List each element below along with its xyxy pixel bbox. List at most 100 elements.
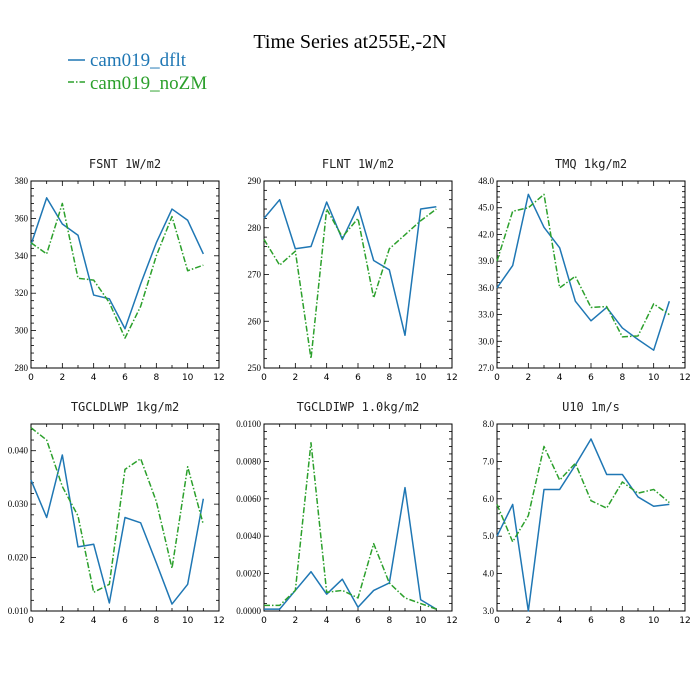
y-tick-label: 360 — [15, 213, 29, 223]
panel-grid: FSNT 1W/m20 2 4 6 8 10 12280300320340360380FLN… — [8, 157, 691, 626]
y-tick-label: 30.0 — [478, 336, 494, 346]
x-tick-label: 4 — [91, 616, 97, 626]
y-tick-label: 0.0000 — [236, 606, 261, 616]
series-line-dflt — [496, 193, 671, 351]
x-tick-label: 6 — [122, 616, 128, 626]
x-tick-label: 0 — [28, 616, 34, 626]
y-tick-label: 0.030 — [8, 499, 29, 509]
y-tick-label: 260 — [248, 316, 262, 326]
legend-label-nozm: cam019_noZM — [90, 73, 207, 94]
x-tick-label: 8 — [386, 373, 392, 383]
x-tick-label: 12 — [679, 373, 690, 383]
series-line-nozm — [264, 441, 437, 610]
y-tick-label: 290 — [248, 176, 262, 186]
x-tick-label: 4 — [557, 373, 563, 383]
x-tick-label: 10 — [415, 616, 427, 626]
plot-frame — [30, 180, 220, 369]
x-tick-label: 2 — [292, 373, 298, 383]
x-tick-label: 4 — [324, 616, 330, 626]
y-tick-label: 4.0 — [483, 569, 495, 579]
x-tick-label: 8 — [153, 373, 159, 383]
y-tick-label: 39.0 — [478, 256, 494, 266]
panel-flnt: FLNT 1W/m2 0 2 4 6 8 10 12 250 260 270 280 290 — [248, 157, 458, 383]
panel-title-flnt: FLNT 1W/m2 — [322, 157, 394, 171]
legend-label-dflt: cam019_dflt — [90, 50, 187, 71]
x-tick-label: 8 — [386, 616, 392, 626]
series-line-nozm — [496, 445, 670, 543]
x-tick-label: 10 — [648, 373, 660, 383]
y-tick-label: 5.0 — [483, 531, 495, 541]
x-tick-label: 8 — [153, 616, 159, 626]
series-line-dflt — [30, 197, 205, 330]
y-tick-label: 3.0 — [483, 606, 495, 616]
x-tick-label: 6 — [588, 373, 594, 383]
series-line-nozm — [496, 193, 670, 338]
y-tick-label: 280 — [248, 223, 262, 233]
panel-title-tgcldlwp: TGCLDLWP 1kg/m2 — [71, 400, 179, 414]
y-tick-label: 0.020 — [8, 553, 29, 563]
series-line-nozm — [30, 202, 204, 339]
panel-tmq: TMQ 1kg/m2 0 2 4 6 8 10 12 27.0 30.0 33.0 36.0 39.0 4… — [478, 157, 690, 383]
y-tick-label: 0.0100 — [236, 419, 261, 429]
x-tick-label: 0 — [494, 616, 500, 626]
x-tick-label: 8 — [619, 616, 625, 626]
x-tick-label: 10 — [415, 373, 427, 383]
panel-title-tmq: TMQ 1kg/m2 — [555, 157, 627, 171]
plot-frame — [263, 423, 453, 612]
x-tick-label: 4 — [324, 373, 330, 383]
panel-title-tgcldiwp: TGCLDIWP 1.0kg/m2 — [297, 400, 420, 414]
panel-u10: U10 1m/s 0 2 4 6 8 10 12 3.0 4.0 5.0 6.0 7.0 8.0 — [483, 400, 691, 626]
y-tick-label: 42.0 — [478, 229, 494, 239]
panel-title-u10: U10 1m/s — [562, 400, 620, 414]
x-tick-label: 6 — [122, 373, 128, 383]
x-tick-label: 2 — [525, 616, 531, 626]
series-line-dflt — [263, 198, 437, 337]
x-tick-label: 10 — [182, 373, 194, 383]
x-tick-label: 2 — [59, 373, 65, 383]
x-tick-label: 2 — [292, 616, 298, 626]
x-tick-label: 0 — [494, 373, 500, 383]
series-line-nozm — [30, 427, 205, 594]
x-tick-label: 10 — [648, 616, 660, 626]
x-tick-label: 12 — [446, 616, 457, 626]
x-tick-label: 4 — [557, 616, 563, 626]
y-tick-label: 280 — [15, 363, 29, 373]
y-tick-label: 33.0 — [478, 310, 494, 320]
y-tick-label: 27.0 — [478, 363, 494, 373]
x-tick-label: 6 — [355, 373, 361, 383]
figure-title: Time Series at255E,-2N — [253, 31, 446, 53]
legend-item-dflt: cam019_dflt — [68, 50, 187, 71]
y-tick-label: 0.0020 — [236, 569, 261, 579]
x-tick-label: 0 — [261, 616, 267, 626]
y-tick-label: 270 — [248, 270, 262, 280]
x-tick-label: 0 — [261, 373, 267, 383]
y-tick-label: 0.010 — [8, 606, 29, 616]
x-tick-label: 8 — [619, 373, 625, 383]
series-line-dflt — [264, 486, 437, 610]
panel-tgcldiwp: TGCLDIWP 1.0kg/m2 0 2 4 6 8 10 12 0.0000 0.0020 0.… — [236, 400, 457, 626]
y-tick-label: 7.0 — [483, 456, 495, 466]
panel-tgcldlwp: TGCLDLWP 1kg/m2 0 2 4 6 8 10 12 0.010 0.020 0.030 0… — [8, 400, 225, 626]
x-tick-label: 12 — [446, 373, 457, 383]
y-tick-label: 0.0080 — [236, 456, 261, 466]
panel-title-fsnt: FSNT 1W/m2 — [89, 157, 161, 171]
x-tick-label: 12 — [679, 616, 690, 626]
plot-frame — [496, 423, 686, 612]
x-tick-label: 2 — [59, 616, 65, 626]
y-tick-label: 0.040 — [8, 446, 29, 456]
series-line-dflt — [496, 438, 670, 612]
x-tick-label: 12 — [213, 373, 224, 383]
y-tick-label: 48.0 — [478, 176, 494, 186]
x-tick-label: 0 — [28, 373, 34, 383]
y-tick-label: 320 — [15, 288, 29, 298]
legend: cam019_dflt cam019_noZM — [68, 50, 207, 94]
y-tick-label: 36.0 — [478, 283, 494, 293]
series-line-dflt — [30, 454, 205, 605]
y-tick-label: 8.0 — [483, 419, 495, 429]
x-tick-label: 4 — [91, 373, 97, 383]
y-tick-label: 250 — [248, 363, 262, 373]
x-tick-label: 6 — [588, 616, 594, 626]
x-tick-label: 10 — [182, 616, 194, 626]
panel-fsnt: FSNT 1W/m2 0 2 4 6 8 10 12 280 300 320 340 360 380 — [15, 157, 225, 383]
